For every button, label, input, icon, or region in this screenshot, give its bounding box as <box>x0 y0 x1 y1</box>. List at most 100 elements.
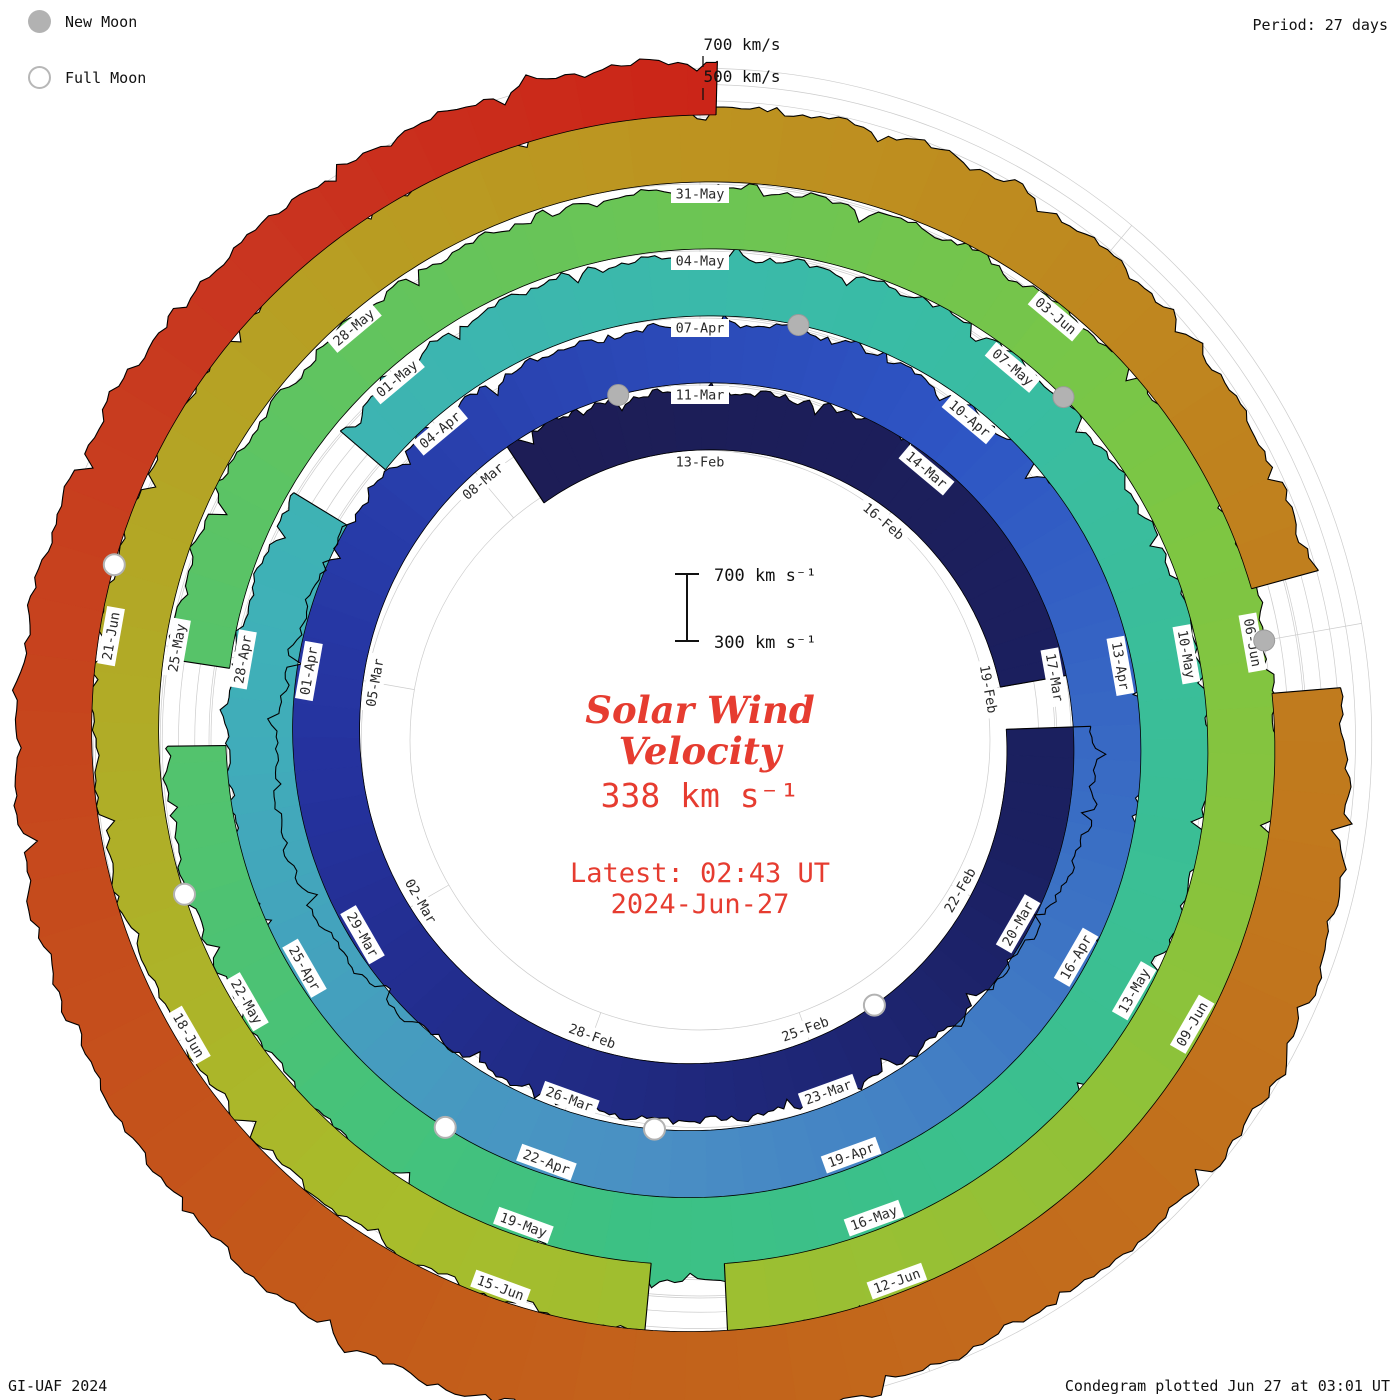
date-label-box <box>984 341 1041 393</box>
date-label-box <box>224 972 269 1032</box>
date-label: 13-Feb <box>671 453 729 471</box>
velocity-band-slice <box>165 745 228 764</box>
date-label-text: 11-Mar <box>676 388 725 404</box>
velocity-band-slice <box>15 709 93 768</box>
date-label-text: 13-Feb <box>676 455 725 471</box>
velocity-band-slice <box>1273 740 1352 797</box>
velocity-band-slice <box>1137 695 1212 740</box>
velocity-band-slice <box>1271 687 1345 742</box>
date-label-box <box>774 1010 836 1048</box>
date-label-box <box>470 1269 531 1307</box>
date-label-text: 31-May <box>676 187 725 203</box>
date-label-box <box>1111 961 1157 1021</box>
velocity-band-slice <box>1200 658 1278 711</box>
date-label-box <box>937 860 983 920</box>
date-label: 07-Apr <box>671 319 729 337</box>
date-label-box <box>797 1073 859 1111</box>
velocity-band-slice <box>13 763 99 825</box>
date-label-box <box>97 605 125 667</box>
band-inner-edge <box>292 382 1075 1131</box>
velocity-band-slice <box>630 58 689 120</box>
velocity-band-segment <box>506 381 1090 688</box>
band-end-cap <box>175 659 230 669</box>
date-label-box <box>163 617 191 678</box>
velocity-band-slice <box>684 1329 741 1400</box>
velocity-band-slice <box>12 652 96 714</box>
date-label-box <box>671 453 729 471</box>
date-label-box <box>282 938 327 998</box>
date-label-box <box>493 1206 554 1244</box>
date-label-box <box>1238 612 1267 673</box>
velocity-band-slice <box>672 1062 706 1125</box>
date-label-box <box>166 1005 211 1065</box>
band-end-cap <box>643 1263 652 1335</box>
date-label-box <box>898 444 955 496</box>
velocity-band-slice <box>626 108 683 188</box>
velocity-band-slice <box>574 64 637 129</box>
band-end-cap <box>506 446 545 504</box>
date-label-box <box>974 658 1003 720</box>
velocity-band-slice <box>679 106 733 183</box>
date-label-box <box>1172 624 1201 685</box>
velocity-band-slice <box>1139 738 1217 783</box>
date-label-text: 07-Apr <box>676 321 725 337</box>
band-end-cap <box>1251 569 1319 590</box>
band-end-cap <box>723 1263 729 1333</box>
band-end-cap <box>715 61 718 115</box>
ring-label-group: 700 km/s 500 km/s <box>702 35 781 100</box>
velocity-band-slice <box>1205 706 1279 756</box>
date-label-box <box>361 652 389 713</box>
date-label-box <box>1053 927 1099 987</box>
velocity-band-slice <box>162 760 232 808</box>
band-end-cap <box>293 492 348 526</box>
date-label-box <box>411 404 469 456</box>
velocity-band-slice <box>724 1259 773 1337</box>
scale-bar-top-label: 700 km s⁻¹ <box>714 566 816 586</box>
date-label-box <box>398 871 443 931</box>
scale-bar: 700 km s⁻¹ 300 km s⁻¹ <box>675 566 816 653</box>
velocity-band-segment <box>11 58 1354 1400</box>
date-label-box <box>454 455 512 507</box>
date-label-box <box>325 301 382 353</box>
velocity-band-slice <box>89 669 162 724</box>
new-moon-marker <box>1052 386 1075 409</box>
date-label: 04-May <box>671 252 729 270</box>
date-label-box <box>866 1262 928 1300</box>
date-label-box <box>671 319 729 337</box>
date-label-box <box>855 495 912 547</box>
moon-markers <box>102 314 1276 1141</box>
ring-500-label: 500 km/s <box>703 67 780 86</box>
date-label-box <box>1040 647 1069 708</box>
band-outer-edge <box>11 58 1354 1400</box>
new-moon-marker <box>1253 629 1276 652</box>
band-end-cap <box>167 744 226 747</box>
band-inner-edge <box>229 248 1209 1264</box>
velocity-band-slice <box>92 721 161 773</box>
velocity-band-slice <box>1205 752 1283 805</box>
date-label-box <box>229 629 257 690</box>
full-moon-marker <box>102 553 126 577</box>
date-label-box <box>941 393 998 445</box>
date-label-box <box>561 1017 623 1055</box>
date-label-box <box>995 894 1041 954</box>
band-end-cap <box>1271 687 1341 694</box>
date-label-box <box>368 353 425 405</box>
band-end-cap <box>1006 725 1091 730</box>
velocity-band-slice <box>704 1060 738 1121</box>
full-moon-marker <box>643 1117 666 1141</box>
date-label-box <box>671 252 729 270</box>
velocity-band-slice <box>224 736 296 777</box>
date-label-box <box>843 1199 905 1237</box>
date-label-box <box>671 386 729 404</box>
band-inner-edge <box>225 315 1142 1198</box>
date-label: 11-Mar <box>671 386 729 404</box>
velocity-band-slice <box>94 768 166 822</box>
full-moon-marker <box>433 1115 457 1139</box>
date-label-text: 04-May <box>676 254 725 270</box>
date-label-box <box>820 1136 882 1174</box>
scale-bar-bottom-label: 300 km s⁻¹ <box>714 633 816 653</box>
new-moon-marker <box>607 384 630 406</box>
velocity-band-segment <box>89 106 1319 1338</box>
